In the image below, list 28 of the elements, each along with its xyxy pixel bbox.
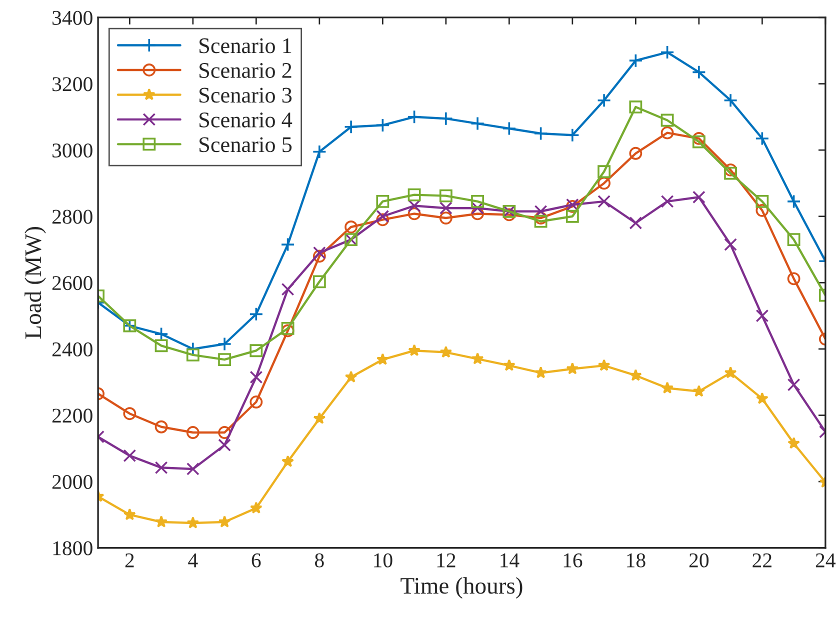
x-tick-label: 2 <box>125 553 134 568</box>
y-tick-label: 2400 <box>52 342 92 356</box>
y-tick-label: 2800 <box>52 210 92 224</box>
x-tick-label: 22 <box>752 553 772 568</box>
y-tick-label: 3400 <box>52 10 92 25</box>
legend-label: Scenario 5 <box>200 137 292 152</box>
x-tick-label: 10 <box>374 553 392 568</box>
x-tick-label: 6 <box>252 553 261 568</box>
legend-label: Scenario 4 <box>200 112 292 128</box>
y-tick-label: 3000 <box>52 143 92 158</box>
legend-label: Scenario 1 <box>200 38 292 54</box>
legend-label: Scenario 2 <box>200 63 292 78</box>
x-tick-label: 20 <box>689 553 709 568</box>
x-tick-label: 18 <box>627 553 646 568</box>
y-axis-title: Load (MW) <box>24 227 46 339</box>
y-tick-label: 2200 <box>52 408 92 423</box>
y-tick-label: 2000 <box>52 474 92 490</box>
x-tick-label: 4 <box>188 553 198 568</box>
x-tick-label: 16 <box>564 553 582 568</box>
y-tick-label: 1800 <box>53 541 92 556</box>
x-tick-label: 24 <box>816 553 836 568</box>
x-tick-label: 8 <box>315 553 324 568</box>
x-tick-label: 12 <box>437 553 456 568</box>
legend-label: Scenario 3 <box>200 88 292 103</box>
x-axis-title: Time (hours) <box>400 577 522 599</box>
y-tick-label: 3200 <box>52 77 92 92</box>
x-tick-label: 14 <box>500 553 520 568</box>
y-tick-label: 2600 <box>52 276 92 290</box>
